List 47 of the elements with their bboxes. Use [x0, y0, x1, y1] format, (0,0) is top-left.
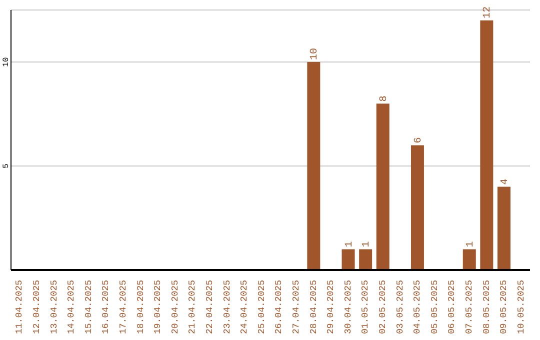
- data-label: 12: [482, 6, 494, 18]
- x-tick-label: 24.04.2025: [240, 280, 250, 334]
- x-tick-label: 07.05.2025: [464, 280, 474, 334]
- x-tick-label: 16.04.2025: [101, 280, 112, 334]
- x-tick-label: 12.04.2025: [32, 280, 42, 334]
- x-tick-label: 13.04.2025: [49, 280, 60, 334]
- data-label: 8: [378, 96, 390, 102]
- x-tick-label: 11.04.2025: [14, 280, 25, 334]
- bar: [307, 62, 320, 270]
- bar: [342, 249, 355, 270]
- data-label: 1: [465, 241, 476, 248]
- data-label: 1: [362, 241, 373, 248]
- bar: [497, 186, 510, 270]
- x-tick-label: 26.04.2025: [274, 280, 284, 334]
- bar: [359, 249, 372, 270]
- x-tick-label: 04.05.2025: [412, 280, 423, 334]
- x-tick-label: 05.05.2025: [430, 280, 440, 334]
- x-tick-label: 08.05.2025: [482, 280, 492, 334]
- x-tick-label: 18.04.2025: [136, 280, 146, 334]
- x-tick-label: 21.04.2025: [188, 280, 198, 334]
- x-tick-label: 23.04.2025: [222, 280, 232, 334]
- x-tick-label: 15.04.2025: [84, 280, 94, 334]
- x-tick-label: 10.05.2025: [516, 280, 526, 334]
- x-tick-label: 09.05.2025: [499, 280, 510, 334]
- data-label: 6: [413, 137, 424, 144]
- x-tick-label: 22.04.2025: [204, 280, 215, 334]
- y-tick-label: 5: [2, 163, 11, 168]
- x-tick-label: 27.04.2025: [291, 280, 302, 334]
- x-tick-label: 01.05.2025: [360, 280, 371, 334]
- x-tick-label: 06.05.2025: [447, 280, 458, 334]
- data-label: 10: [310, 48, 321, 60]
- x-tick-label: 30.04.2025: [343, 280, 354, 334]
- bar: [480, 20, 494, 270]
- x-tick-label: 17.04.2025: [118, 280, 128, 334]
- data-label: 4: [500, 178, 511, 185]
- bar: [462, 249, 476, 270]
- x-tick-label: 29.04.2025: [326, 280, 336, 334]
- x-tick-label: 19.04.2025: [153, 280, 164, 334]
- x-tick-label: 02.05.2025: [378, 280, 388, 334]
- bar: [376, 104, 390, 270]
- x-tick-label: 14.04.2025: [66, 280, 77, 334]
- x-tick-label: 03.05.2025: [395, 280, 406, 334]
- x-tick-label: 25.04.2025: [256, 280, 267, 334]
- data-label: 1: [344, 241, 356, 248]
- bar: [410, 145, 424, 270]
- x-tick-label: 28.04.2025: [308, 280, 319, 334]
- x-tick-label: 20.04.2025: [170, 280, 180, 334]
